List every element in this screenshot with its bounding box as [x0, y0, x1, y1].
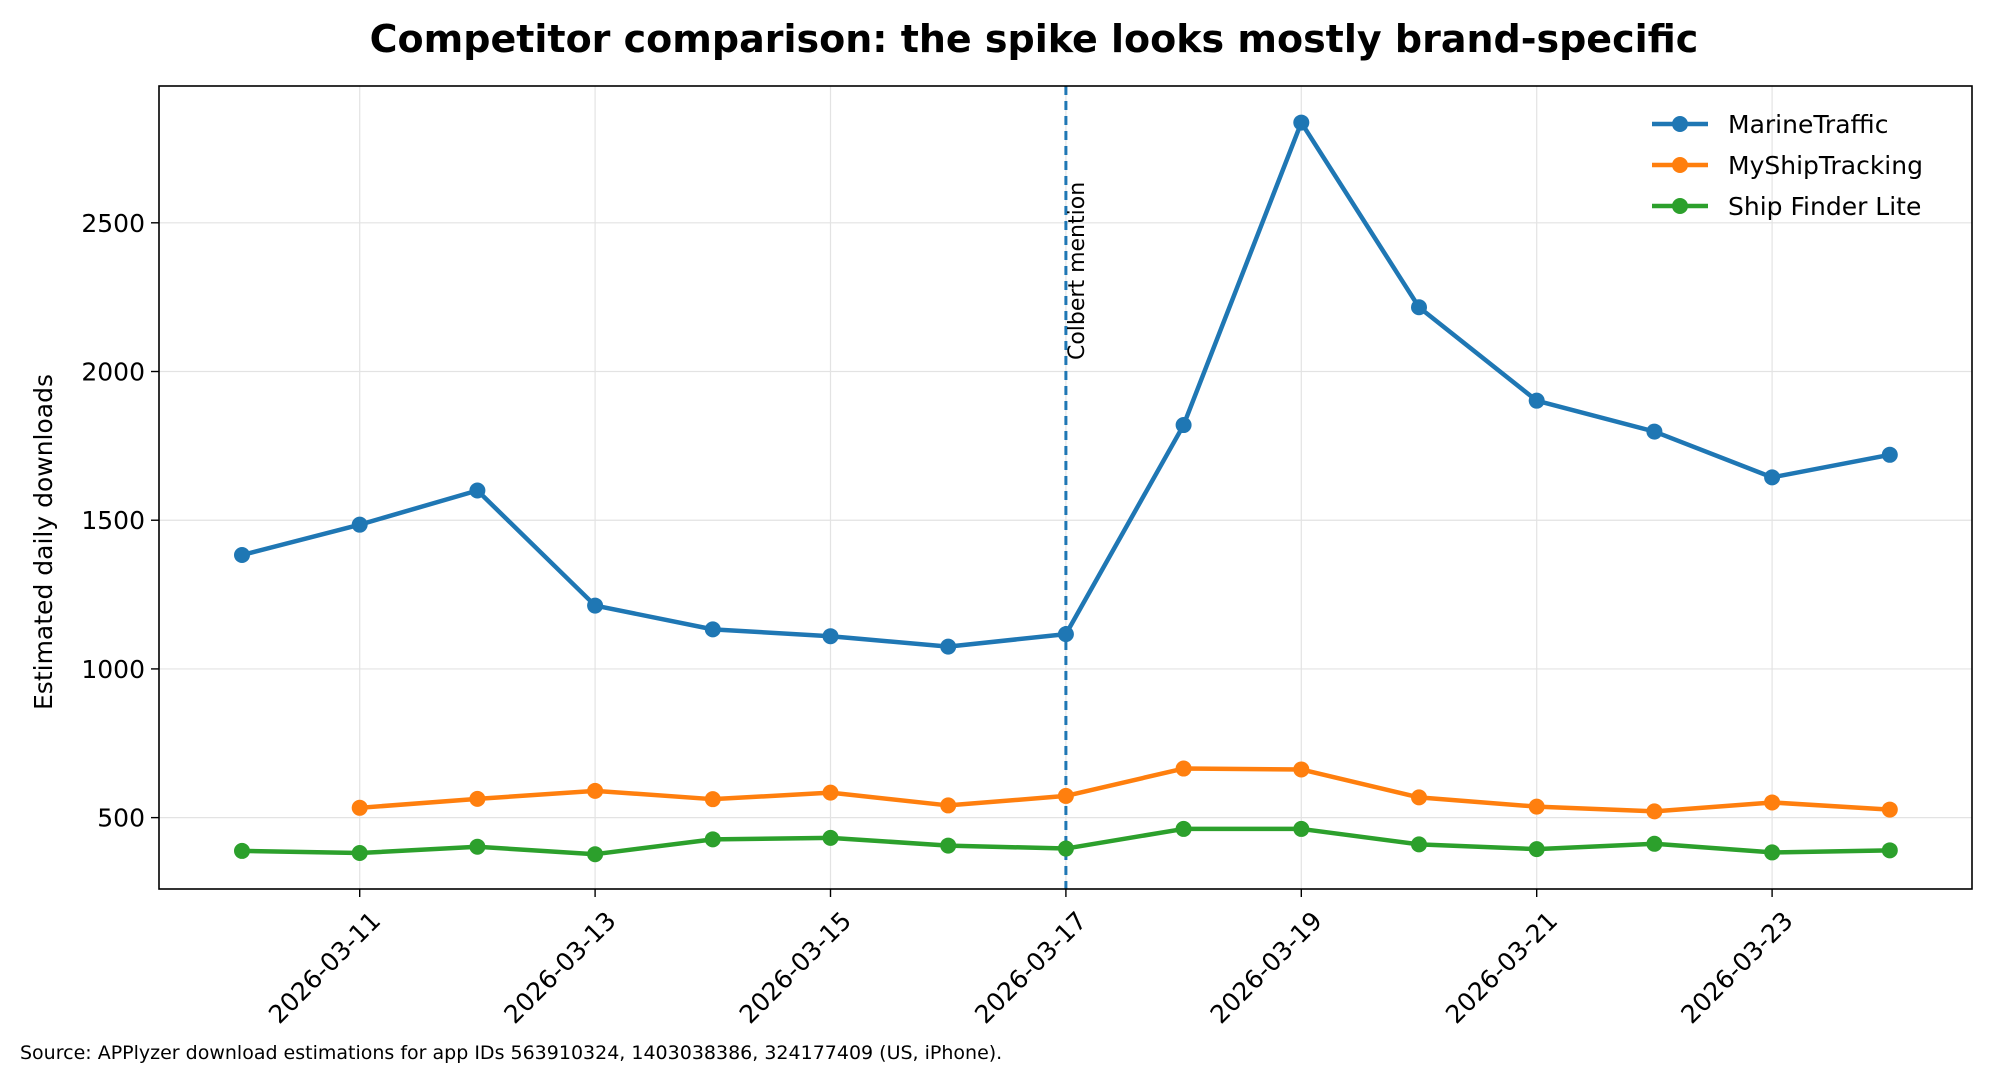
legend-swatch-marker [1672, 157, 1688, 173]
data-point [1881, 801, 1898, 818]
data-point [1411, 836, 1427, 853]
data-point [1528, 392, 1545, 409]
data-point [1175, 760, 1192, 777]
chart-title: Competitor comparison: the spike looks m… [370, 17, 1699, 61]
data-point [940, 797, 957, 814]
y-axis-label: Estimated daily downloads [29, 374, 58, 710]
x-axis: 2026-03-11 2026-03-13 2026-03-15 2026-03-17… [263, 889, 1799, 1029]
data-point [1057, 840, 1074, 857]
annotation-label: Colbert mention [1065, 182, 1090, 360]
legend-label: MarineTraffic [1728, 110, 1888, 139]
x-tick-label: 2026-03-13 [498, 906, 621, 1029]
data-point [1175, 417, 1192, 434]
data-point [1764, 469, 1781, 486]
data-point [1764, 794, 1781, 811]
series-myshiptracking [351, 760, 1898, 820]
legend-swatch-marker [1672, 198, 1688, 214]
series-ship-finder-lite [234, 820, 1898, 863]
legend-entry: MyShipTracking [1652, 151, 1923, 180]
data-point [351, 845, 368, 862]
data-point [1646, 803, 1663, 820]
x-tick-label: 2026-03-11 [263, 906, 386, 1029]
y-tick-label: 1500 [81, 506, 145, 535]
series-line [359, 766, 1890, 814]
data-point [1881, 842, 1898, 859]
data-point [1646, 423, 1663, 440]
data-point [822, 784, 839, 801]
data-point [234, 842, 250, 859]
x-tick-label: 2026-03-23 [1675, 906, 1798, 1029]
annotation-layer: Colbert mention [1064, 86, 1090, 889]
data-point [1175, 820, 1192, 837]
y-axis: 500 1000 1500 2000 2500 [81, 209, 159, 833]
x-tick-label: 2026-03-21 [1440, 906, 1563, 1029]
series-marinetraffic [234, 114, 1898, 655]
data-point [587, 597, 604, 614]
data-point [1411, 789, 1427, 806]
y-tick-label: 1000 [81, 655, 145, 684]
data-point [1057, 787, 1074, 804]
data-point [587, 782, 604, 799]
legend-label: MyShipTracking [1728, 151, 1923, 180]
data-point [1293, 761, 1310, 778]
data-point [1293, 114, 1310, 131]
legend: MarineTraffic MyShipTracking Ship Finder L… [1652, 110, 1923, 221]
data-point [587, 846, 604, 863]
data-point [1057, 626, 1074, 643]
data-point [704, 831, 721, 848]
data-point [704, 791, 721, 808]
series-layer [234, 114, 1898, 863]
data-point [1411, 299, 1427, 316]
legend-label: Ship Finder Lite [1728, 192, 1921, 221]
data-point [1528, 841, 1545, 858]
x-tick-label: 2026-03-17 [969, 906, 1092, 1029]
data-point [1293, 820, 1310, 837]
y-tick-label: 2500 [81, 209, 145, 238]
data-point [1764, 844, 1781, 861]
x-tick-label: 2026-03-15 [734, 906, 857, 1029]
data-point [822, 628, 839, 645]
data-point [822, 829, 839, 846]
legend-entry: MarineTraffic [1652, 110, 1888, 139]
data-point [351, 799, 368, 816]
legend-entry: Ship Finder Lite [1652, 192, 1921, 221]
data-point [704, 621, 721, 638]
data-point [469, 790, 486, 807]
data-point [234, 547, 250, 564]
x-tick-label: 2026-03-19 [1205, 906, 1328, 1029]
data-point [1881, 446, 1898, 463]
y-tick-label: 2000 [81, 358, 145, 387]
data-point [469, 482, 486, 499]
data-point [351, 516, 368, 533]
source-footnote: Source: APPlyzer download estimations fo… [20, 1042, 1003, 1064]
data-point [940, 638, 957, 655]
data-point [469, 838, 486, 855]
legend-swatch-marker [1672, 116, 1688, 132]
data-point [940, 837, 957, 854]
y-tick-label: 500 [97, 804, 145, 833]
data-point [1528, 798, 1545, 815]
data-point [1646, 835, 1663, 852]
